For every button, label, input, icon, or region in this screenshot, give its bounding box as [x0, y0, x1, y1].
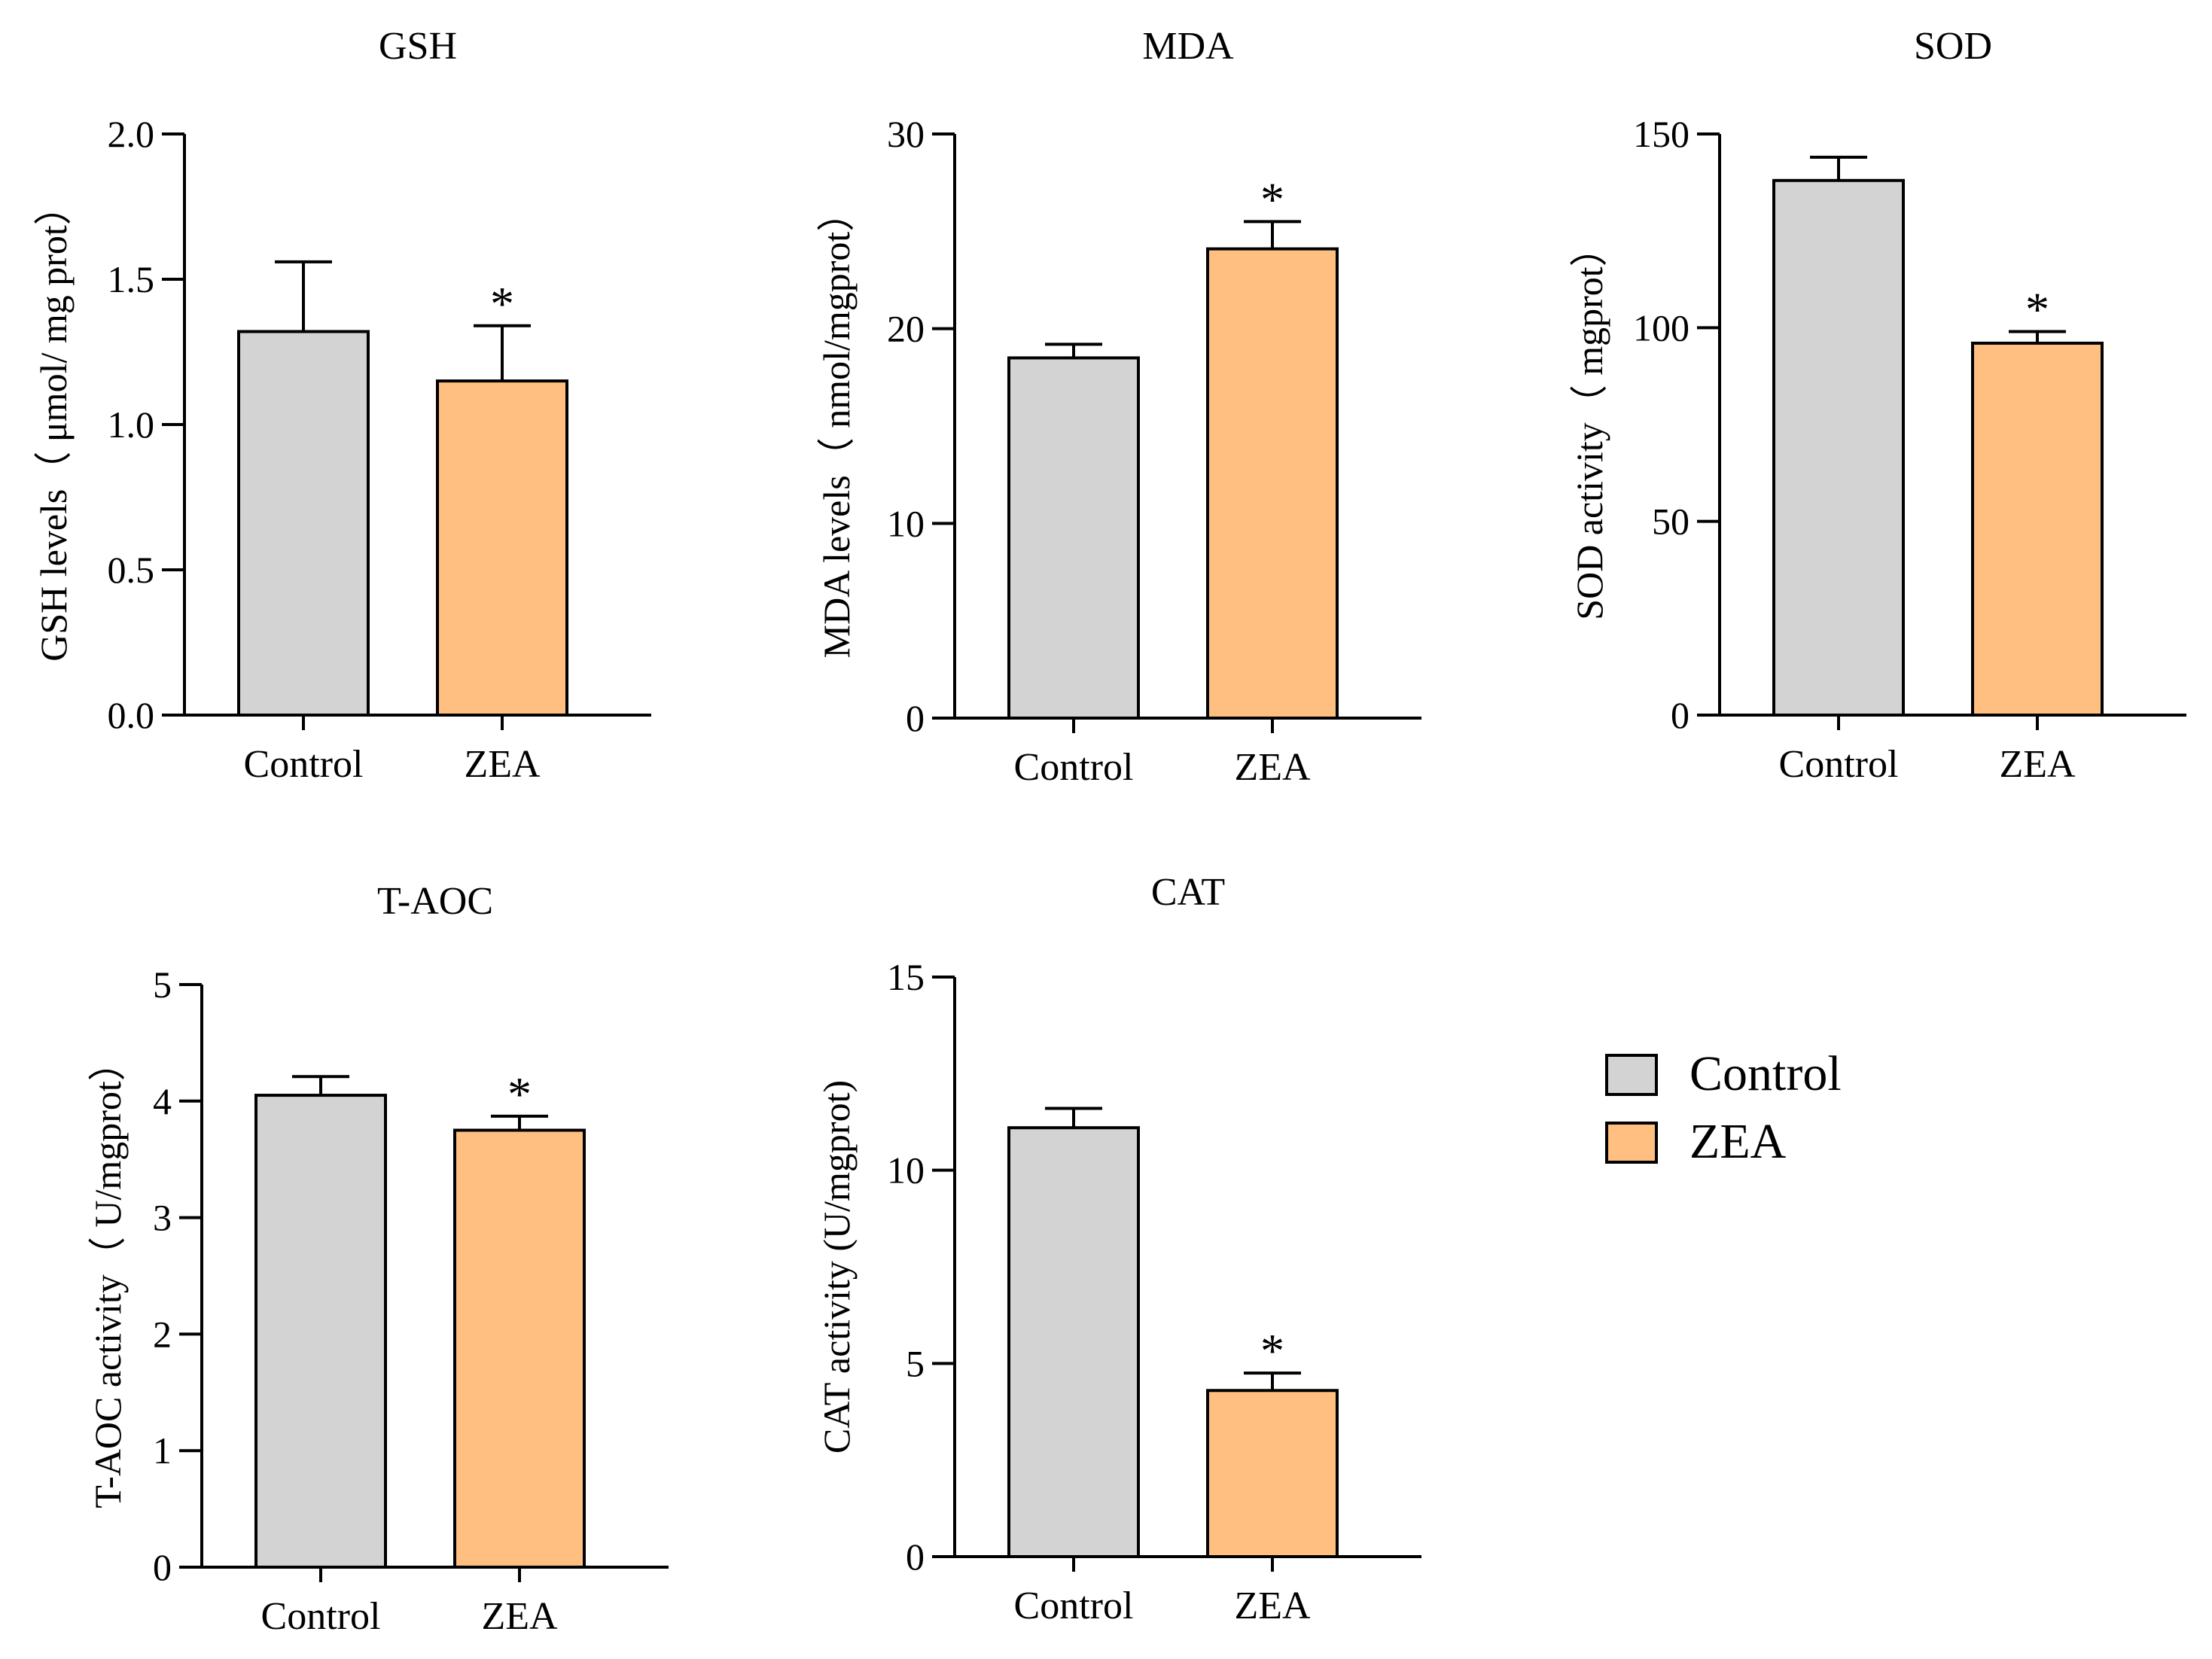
- significance-star: *: [2025, 282, 2049, 336]
- chart-sod: SOD SOD activity（ mgprot） 0 50 100 150 Control…: [1568, 25, 2186, 786]
- y-tick-label: 50: [1652, 501, 1689, 543]
- x-tick-label: Control: [1014, 746, 1134, 789]
- y-tick-label: 5: [906, 1342, 925, 1384]
- y-tick-label: 150: [1633, 113, 1689, 155]
- x-tick-label: ZEA: [464, 743, 541, 786]
- y-tick-label: 0.0: [108, 694, 155, 736]
- y-axis-label: SOD activity（ mgprot）: [1568, 229, 1610, 619]
- bar-zea: [1971, 341, 2104, 717]
- y-tick-label: 1: [153, 1429, 172, 1472]
- bar-control: [1772, 178, 1905, 717]
- y-tick-label: 15: [887, 956, 925, 998]
- chart-title: T-AOC: [377, 880, 493, 923]
- y-axis-label: MDA levels（ nmol/mgprot）: [815, 194, 858, 659]
- y-tick-label: 4: [153, 1080, 172, 1122]
- bar-zea: [1206, 247, 1339, 720]
- significance-star: *: [507, 1067, 532, 1121]
- y-tick-label: 3: [153, 1197, 172, 1239]
- bar-control: [1007, 356, 1140, 720]
- y-tick-label: 100: [1633, 306, 1689, 349]
- chart-t-aoc: T-AOC T-AOC activity（ U/mgprot） 0 1 2 3 4 5 Cont…: [87, 880, 669, 1638]
- x-tick-label: Control: [1779, 743, 1899, 786]
- y-tick-label: 1.5: [108, 258, 155, 300]
- significance-star: *: [1260, 1324, 1284, 1377]
- legend-label-control: Control: [1689, 1046, 1842, 1101]
- y-tick-label: 0.5: [108, 549, 155, 591]
- y-tick-label: 30: [887, 113, 925, 155]
- x-tick-label: ZEA: [1234, 746, 1311, 789]
- significance-star: *: [1260, 172, 1284, 226]
- legend-label-zea: ZEA: [1689, 1114, 1787, 1169]
- chart-cat: CAT CAT activity (U/mgprot) 0 5 10 15 Control *…: [815, 871, 1421, 1627]
- y-tick-label: 5: [153, 963, 172, 1006]
- legend-swatch-control: [1605, 1054, 1658, 1096]
- y-tick-label: 0: [1671, 694, 1689, 736]
- chart-title: CAT: [1151, 871, 1225, 914]
- legend-swatch-zea: [1605, 1122, 1658, 1164]
- significance-star: *: [490, 277, 514, 330]
- y-axis-label: T-AOC activity（ U/mgprot）: [87, 1043, 129, 1508]
- x-tick-label: Control: [1014, 1584, 1134, 1627]
- bar-control: [237, 330, 370, 717]
- y-tick-label: 10: [887, 502, 925, 544]
- chart-title: MDA: [1142, 25, 1234, 68]
- y-tick-label: 20: [887, 308, 925, 350]
- bar-control: [254, 1094, 387, 1569]
- bar-zea: [1206, 1389, 1339, 1559]
- chart-title: GSH: [379, 25, 457, 68]
- x-tick-label: Control: [261, 1595, 381, 1638]
- y-tick-label: 2.0: [108, 113, 155, 155]
- y-tick-label: 1.0: [108, 403, 155, 446]
- y-tick-label: 0: [906, 1536, 925, 1578]
- chart-gsh: GSH GSH levels（ μmol/ mg prot） 0.0 0.5 1.0 1.…: [32, 25, 651, 786]
- x-tick-label: ZEA: [481, 1595, 558, 1638]
- y-tick-label: 0: [906, 697, 925, 739]
- chart-title: SOD: [1914, 25, 1992, 68]
- y-tick-label: 0: [153, 1546, 172, 1588]
- y-axis-label: GSH levels（ μmol/ mg prot）: [32, 187, 75, 662]
- x-tick-label: ZEA: [1999, 743, 2076, 786]
- y-tick-label: 10: [887, 1149, 925, 1192]
- x-tick-label: Control: [244, 743, 364, 786]
- bar-zea: [436, 379, 568, 717]
- bar-zea: [453, 1128, 586, 1569]
- x-tick-label: ZEA: [1234, 1584, 1311, 1627]
- bar-control: [1007, 1126, 1140, 1558]
- y-axis-label: CAT activity (U/mgprot): [815, 1080, 858, 1454]
- y-tick-label: 2: [153, 1313, 172, 1355]
- chart-mda: MDA MDA levels（ nmol/mgprot） 0 10 20 30 Contro…: [815, 25, 1421, 789]
- legend: Control ZEA: [1605, 1046, 1842, 1169]
